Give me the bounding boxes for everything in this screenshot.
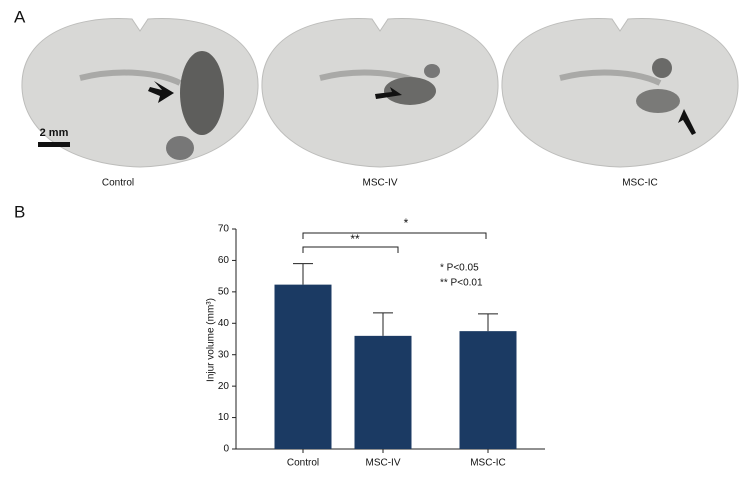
bar	[274, 284, 332, 449]
y-tick-label: 60	[218, 255, 230, 266]
significance-bracket	[302, 246, 399, 253]
panel-label: A	[14, 7, 26, 26]
scale-bar	[38, 142, 70, 147]
y-tick-label: 40	[218, 318, 230, 329]
bar	[459, 331, 517, 449]
x-tick-label: Control	[287, 458, 319, 469]
image-caption: Control	[102, 178, 134, 189]
brain-slice	[21, 18, 259, 168]
error-bar	[478, 313, 498, 332]
x-tick-label: MSC-IV	[366, 458, 401, 469]
brain-slice	[501, 18, 739, 168]
brain-slice	[261, 18, 499, 168]
panel-label: B	[14, 202, 25, 221]
significance-label: **	[350, 232, 360, 246]
y-tick-label: 20	[218, 381, 230, 392]
bar	[354, 335, 412, 449]
error-bar	[293, 263, 313, 285]
y-tick-label: 0	[223, 444, 229, 455]
note: ** P<0.01	[440, 278, 483, 289]
y-tick-label: 50	[218, 286, 230, 297]
image-caption: MSC-IV	[363, 178, 398, 189]
scale-bar-label: 2 mm	[40, 127, 69, 139]
image-caption: MSC-IC	[622, 178, 658, 189]
significance-label: *	[404, 216, 409, 230]
y-axis-label: Injur volume (mm³)	[206, 298, 217, 382]
y-tick-label: 30	[218, 349, 230, 360]
error-bar	[373, 312, 393, 336]
y-tick-label: 70	[218, 224, 230, 235]
x-tick-label: MSC-IC	[470, 458, 506, 469]
note: * P<0.05	[440, 263, 479, 274]
significance-bracket	[302, 232, 487, 239]
y-tick-label: 10	[218, 412, 230, 423]
